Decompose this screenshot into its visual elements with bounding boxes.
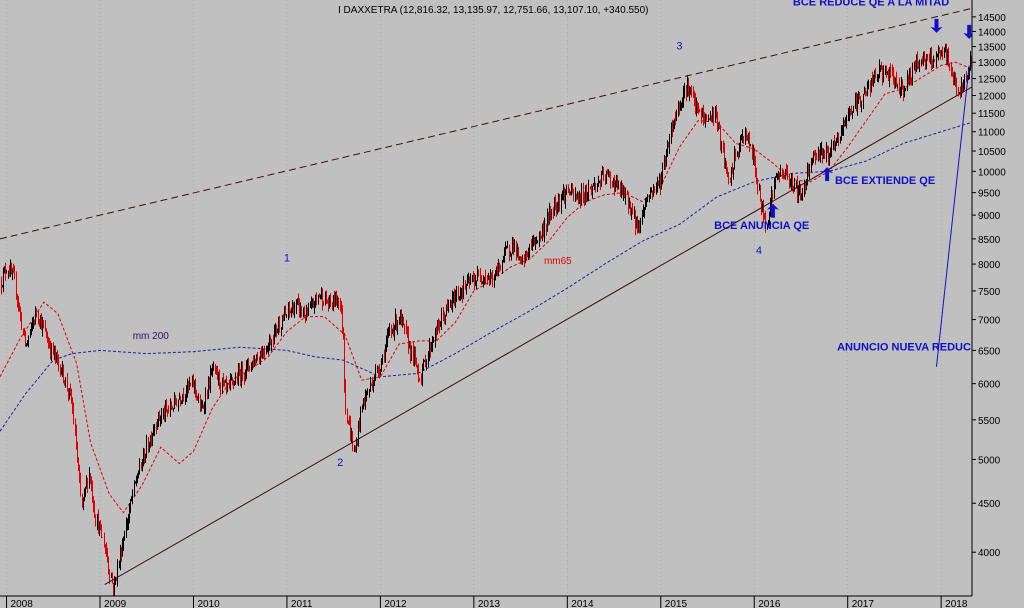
trendline-solid-blue [935,65,970,367]
price-bars [1,43,972,600]
time-axis-panel [0,596,1024,608]
price-tick-label: 11000 [978,128,1006,139]
ma-label: mm65 [544,256,572,267]
annotation-text: BCE ANUNCIA QE [714,220,809,232]
price-tick-label: 4000 [978,548,1001,559]
price-tick-label: 14000 [978,27,1006,38]
time-tick-label: 2008 [11,599,34,608]
wave-label: 1 [284,252,290,264]
price-tick-label: 5500 [978,416,1001,427]
price-tick-label: 10000 [978,167,1006,178]
annotation-down-arrow-icon [930,18,943,33]
price-tick-label: 13500 [978,43,1006,54]
price-tick-label: 14500 [978,13,1006,24]
ma200-line [0,121,973,432]
price-tick-label: 10500 [978,147,1006,158]
time-tick-label: 2011 [291,599,313,608]
chart-header: I DAXXETRA (12,816.32, 13,135.97, 12,751… [338,5,649,16]
wave-label: 3 [676,41,682,53]
time-tick-label: 2015 [665,599,688,608]
price-tick-label: 4500 [978,499,1001,510]
price-tick-label: 7000 [978,316,1001,327]
time-tick-label: 2012 [384,599,407,608]
trendline-dashed [0,7,973,240]
chart-labels: 1 2 3 4 mm 200 mm65 BCE REDUCE QE A LA MITAD BC… [133,0,999,469]
price-tick-label: 7500 [978,287,1001,298]
time-tick-label: 2013 [478,599,501,608]
price-tick-label: 11500 [978,109,1006,120]
wave-label: 4 [756,245,762,257]
price-axis-panel [972,0,1024,608]
time-tick-label: 2009 [104,599,127,608]
price-tick-label: 6000 [978,380,1001,391]
annotation-text: BCE REDUCE QE A LA MITAD [793,0,949,9]
annotation-up-arrow-icon [766,203,779,218]
ma-label: mm 200 [133,331,170,342]
moving-averages [0,61,973,514]
time-tick-label: 2014 [571,599,594,608]
price-tick-label: 12500 [978,75,1006,86]
price-tick-label: 8500 [978,235,1001,246]
price-tick-label: 6500 [978,346,1001,357]
wave-label: 2 [337,457,343,469]
grid-layer [6,0,942,596]
price-tick-label: 9000 [978,211,1001,222]
annotation-text: BCE EXTIENDE QE [835,175,935,187]
price-tick-label: 12000 [978,92,1006,103]
annotation-up-arrow-icon [821,167,834,182]
time-tick-label: 2017 [852,599,875,608]
time-tick-label: 2018 [945,599,968,608]
time-tick-label: 2016 [758,599,781,608]
time-tick-label: 2010 [197,599,220,608]
price-tick-label: 13000 [978,58,1006,69]
price-tick-label: 8000 [978,260,1001,271]
price-tick-label: 5000 [978,455,1001,466]
price-tick-label: 9500 [978,189,1001,200]
annotation-text: ANUNCIO NUEVA REDUCCIÓN [837,340,998,353]
